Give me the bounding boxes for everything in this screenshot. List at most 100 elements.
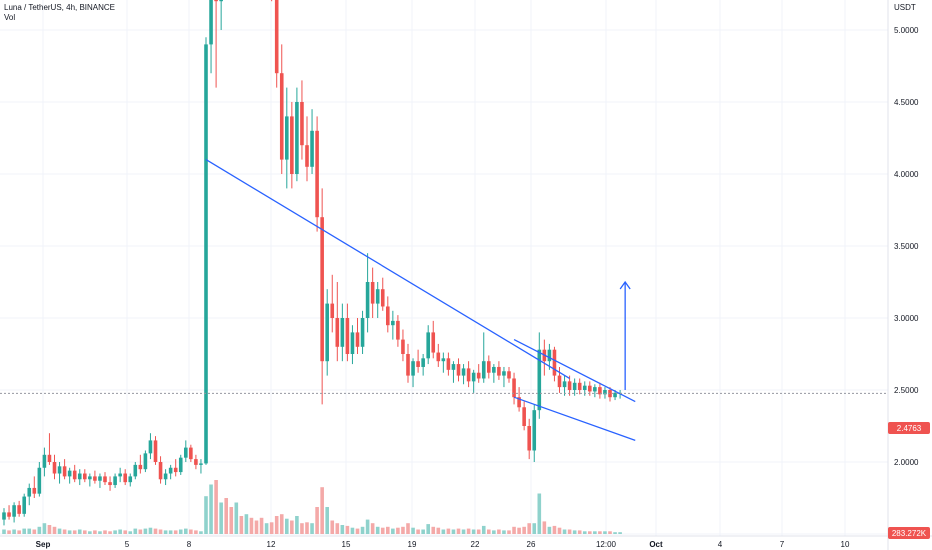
candle-body — [401, 339, 405, 354]
drawings[interactable] — [205, 159, 636, 442]
candle-body — [214, 0, 218, 2]
candlesticks — [2, 0, 622, 526]
candle-body — [391, 320, 395, 326]
volume-bar — [340, 525, 345, 534]
volume-bar — [471, 529, 476, 534]
candle-body — [305, 145, 309, 167]
candle-body — [487, 361, 491, 373]
candle-body — [290, 116, 294, 174]
candle-body — [300, 102, 304, 146]
volume-bar — [476, 529, 481, 534]
volume-bar — [537, 493, 542, 534]
volume-bar — [168, 530, 173, 534]
volume-bar — [345, 525, 350, 534]
volume-bar — [330, 520, 335, 534]
volume-bar — [618, 532, 622, 534]
volume-bar — [290, 520, 294, 534]
volume-bar — [365, 519, 370, 534]
candle-body — [436, 352, 441, 362]
candle-body — [386, 306, 390, 326]
price-tick-label: 3.0000 — [894, 314, 919, 323]
symbol-title[interactable]: Luna / TetherUS, 4h, BINANCE — [4, 3, 116, 12]
candle-body — [27, 487, 32, 497]
volume-bar — [37, 526, 42, 534]
volume-legend[interactable]: Vol — [4, 13, 16, 22]
volume-bar — [613, 532, 617, 534]
volume-bar — [12, 529, 16, 534]
candle-body — [204, 44, 208, 464]
candle-body — [451, 364, 456, 370]
breakout-arrow-head[interactable] — [619, 280, 631, 290]
candle-body — [476, 372, 481, 379]
candle-body — [421, 358, 425, 367]
volume-bar — [67, 530, 72, 534]
trendline[interactable] — [513, 396, 636, 442]
volume-bar — [199, 531, 203, 534]
candle-body — [123, 473, 127, 483]
volume-bar — [57, 528, 62, 534]
price-axis[interactable]: 1.50002.00002.50003.00003.50004.00004.50… — [894, 0, 919, 539]
candle-body — [7, 512, 11, 517]
volume-bar — [608, 531, 612, 534]
grid-lines — [0, 0, 888, 536]
volume-bar — [173, 530, 178, 534]
volume-bar — [123, 530, 127, 534]
volume-bar — [547, 526, 552, 534]
volume-bar — [214, 480, 218, 534]
volume-bar — [27, 528, 32, 534]
volume-bar — [320, 487, 324, 534]
candle-body — [148, 440, 153, 454]
candle-body — [335, 318, 340, 347]
volume-bar — [582, 531, 587, 534]
candle-body — [603, 390, 607, 395]
volume-bar — [300, 523, 304, 534]
price-unit-label: USDT — [894, 3, 916, 12]
volume-bar — [269, 522, 274, 534]
candle-body — [209, 0, 213, 45]
time-tick-label: 7 — [780, 540, 785, 549]
volume-bar — [133, 528, 138, 534]
candle-body — [527, 426, 531, 451]
time-tick-label: 8 — [187, 540, 192, 549]
volume-bar — [567, 529, 572, 534]
candle-body — [547, 349, 552, 362]
candle-body — [502, 371, 506, 376]
candle-body — [103, 476, 107, 483]
candle-body — [17, 505, 21, 514]
candle-body — [62, 466, 67, 477]
candle-body — [426, 332, 430, 359]
candle-body — [93, 476, 97, 481]
candle-body — [537, 349, 542, 411]
volume-bar — [481, 525, 486, 534]
candle-body — [350, 332, 355, 354]
volume-bar — [461, 529, 466, 534]
trendline[interactable] — [205, 159, 570, 380]
candle-body — [285, 116, 289, 160]
volume-bar — [108, 531, 112, 534]
volume-bar — [360, 526, 365, 534]
volume-bar — [517, 527, 521, 534]
time-tick-label: 15 — [342, 540, 351, 549]
candle-body — [88, 476, 92, 480]
time-tick-label: 5 — [125, 540, 130, 549]
trendline[interactable] — [513, 339, 636, 403]
volume-bar — [229, 507, 234, 534]
candle-body — [360, 318, 365, 347]
current-volume-label: 283.272K — [892, 529, 927, 538]
candle-body — [98, 476, 102, 481]
candle-body — [441, 358, 446, 362]
time-tick-label: 4 — [718, 540, 723, 549]
candle-body — [113, 476, 117, 486]
time-tick-label: Oct — [649, 540, 663, 549]
candle-body — [593, 387, 597, 392]
candle-body — [12, 505, 16, 517]
candle-body — [2, 512, 6, 520]
volume-bar — [17, 530, 21, 534]
volume-bar — [148, 527, 153, 534]
volume-bar — [103, 530, 107, 534]
time-axis[interactable]: Sep 5 8 12 15 19 22 26 12:00 Oct 4 7 10 — [36, 540, 850, 549]
candle-body — [163, 473, 168, 480]
volume-bar — [421, 529, 425, 534]
volume-bar — [52, 526, 57, 534]
